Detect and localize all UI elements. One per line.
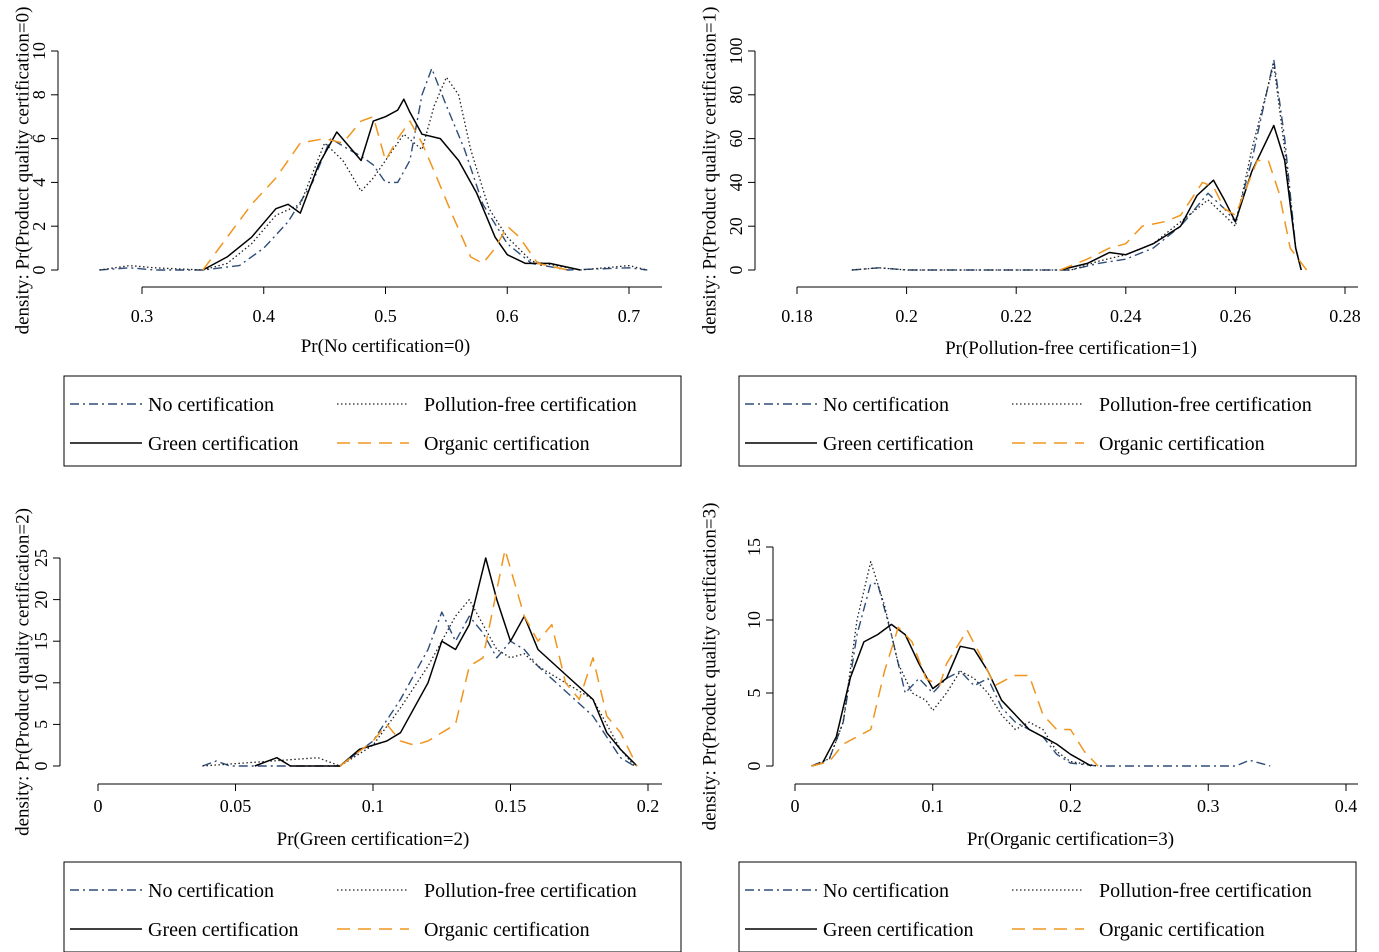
legend-label: No certification (823, 880, 949, 902)
legend-label: Organic certification (424, 919, 590, 941)
y-tick-label: 5 (744, 689, 764, 698)
x-tick-label: 0.7 (618, 306, 641, 326)
series-line-green-certification (202, 98, 581, 271)
x-tick-label: 0 (791, 796, 800, 816)
x-tick-label: 0.1 (922, 796, 945, 816)
x-tick-label: 0.24 (1110, 306, 1142, 326)
x-axis-label: Pr(Green certification=2) (277, 829, 470, 850)
x-tick-label: 0.2 (895, 306, 918, 326)
legend-label: Pollution-free certification (424, 880, 637, 902)
y-tick-label: 40 (726, 173, 746, 191)
y-tick-label: 10 (744, 611, 764, 629)
series-line-no-certification (811, 582, 1271, 767)
chart-panel-2: 0.18 0.2 0.22 0.24 0.26 0.28 0 20 40 60 80 100 Pr(Po… (699, 7, 1361, 467)
legend: No certification Pollution-free certifica… (63, 375, 682, 467)
legend-box (63, 861, 682, 952)
legend-label: Pollution-free certification (1099, 394, 1312, 416)
y-tick-label: 5 (31, 720, 51, 729)
series-line-green-certification (254, 557, 638, 767)
y-tick-label: 15 (31, 632, 51, 650)
y-tick-label: 10 (29, 42, 49, 60)
x-tick-label: 0.3 (1197, 796, 1220, 816)
chart-panel-3: 0 0.05 0.1 0.15 0.2 0 5 10 15 20 25 Pr(Green certif… (12, 508, 682, 952)
x-tick-label: 0.28 (1329, 306, 1361, 326)
x-tick-label: 0.4 (253, 306, 276, 326)
y-tick-label: 20 (31, 591, 51, 609)
legend-label: No certification (823, 394, 949, 416)
legend-label: Organic certification (1099, 433, 1265, 455)
y-tick-label: 100 (726, 38, 746, 65)
x-tick-label: 0.2 (1059, 796, 1082, 816)
y-tick-label: 60 (726, 130, 746, 148)
legend-label: Green certification (148, 433, 298, 455)
y-tick-label: 10 (31, 674, 51, 692)
y-tick-label: 0 (744, 762, 764, 771)
legend-label: Organic certification (424, 433, 590, 455)
x-tick-label: 0.18 (781, 306, 813, 326)
series-line-organic-certification (1059, 159, 1308, 271)
y-tick-label: 0 (29, 266, 49, 275)
y-tick-label: 2 (29, 222, 49, 231)
y-axis-label: density: Pr(Product quality certificatio… (699, 503, 720, 831)
y-tick-label: 8 (29, 90, 49, 99)
series-line-pollution-free-certification (202, 598, 635, 767)
series-line-pollution-free-certification (851, 63, 1302, 271)
y-axis-label: density: Pr(Product quality certificatio… (699, 7, 720, 335)
series-line-no-certification (99, 67, 648, 271)
x-tick-label: 0.26 (1220, 306, 1252, 326)
series-line-green-certification (1059, 124, 1302, 271)
legend-label: No certification (148, 880, 274, 902)
legend-label: Organic certification (1099, 919, 1265, 941)
y-tick-label: 80 (726, 86, 746, 104)
legend-label: Green certification (823, 433, 973, 455)
y-tick-label: 0 (31, 762, 51, 771)
legend-label: Green certification (148, 919, 298, 941)
y-tick-label: 25 (31, 549, 51, 567)
chart-panel-1: 0.3 0.4 0.5 0.6 0.7 0 2 4 6 8 10 Pr(No certificatio… (12, 7, 682, 467)
legend: No certification Pollution-free certifica… (738, 861, 1357, 952)
series-line-organic-certification (811, 626, 1099, 767)
y-tick-label: 0 (726, 266, 746, 275)
series-line-green-certification (811, 623, 1092, 767)
y-axis-label: density: Pr(Product quality certificatio… (12, 508, 33, 836)
series-line-organic-certification (339, 548, 638, 767)
x-tick-label: 0 (94, 796, 103, 816)
x-axis-label: Pr(Pollution-free certification=1) (945, 338, 1197, 359)
legend-label: Pollution-free certification (1099, 880, 1312, 902)
x-axis-label: Pr(No certification=0) (301, 336, 471, 357)
x-tick-label: 0.05 (220, 796, 252, 816)
legend-box (63, 375, 682, 467)
series-line-pollution-free-certification (99, 76, 648, 271)
x-tick-label: 0.4 (1335, 796, 1358, 816)
legend: No certification Pollution-free certifica… (738, 375, 1357, 467)
legend-label: Green certification (823, 919, 973, 941)
x-tick-label: 0.5 (374, 306, 397, 326)
series-line-pollution-free-certification (811, 560, 1099, 767)
x-tick-label: 0.3 (131, 306, 154, 326)
legend-box (738, 861, 1357, 952)
x-tick-label: 0.15 (495, 796, 527, 816)
y-tick-label: 20 (726, 217, 746, 235)
x-tick-label: 0.22 (1000, 306, 1032, 326)
legend-box (738, 375, 1357, 467)
x-axis-label: Pr(Organic certification=3) (967, 829, 1174, 850)
series-line-organic-certification (202, 115, 569, 271)
x-tick-label: 0.2 (637, 796, 660, 816)
legend-label: Pollution-free certification (424, 394, 637, 416)
x-tick-label: 0.1 (362, 796, 385, 816)
x-tick-label: 0.6 (496, 306, 519, 326)
y-tick-label: 6 (29, 134, 49, 143)
y-axis-label: density: Pr(Product quality certificatio… (12, 7, 33, 335)
series-line-no-certification (202, 611, 635, 767)
legend: No certification Pollution-free certifica… (63, 861, 682, 952)
y-tick-label: 15 (744, 538, 764, 556)
chart-panel-4: 0 0.1 0.2 0.3 0.4 0 5 10 15 Pr(Organic certificat… (699, 503, 1358, 952)
series-line-no-certification (851, 59, 1302, 271)
legend-label: No certification (148, 394, 274, 416)
y-tick-label: 4 (29, 178, 49, 187)
